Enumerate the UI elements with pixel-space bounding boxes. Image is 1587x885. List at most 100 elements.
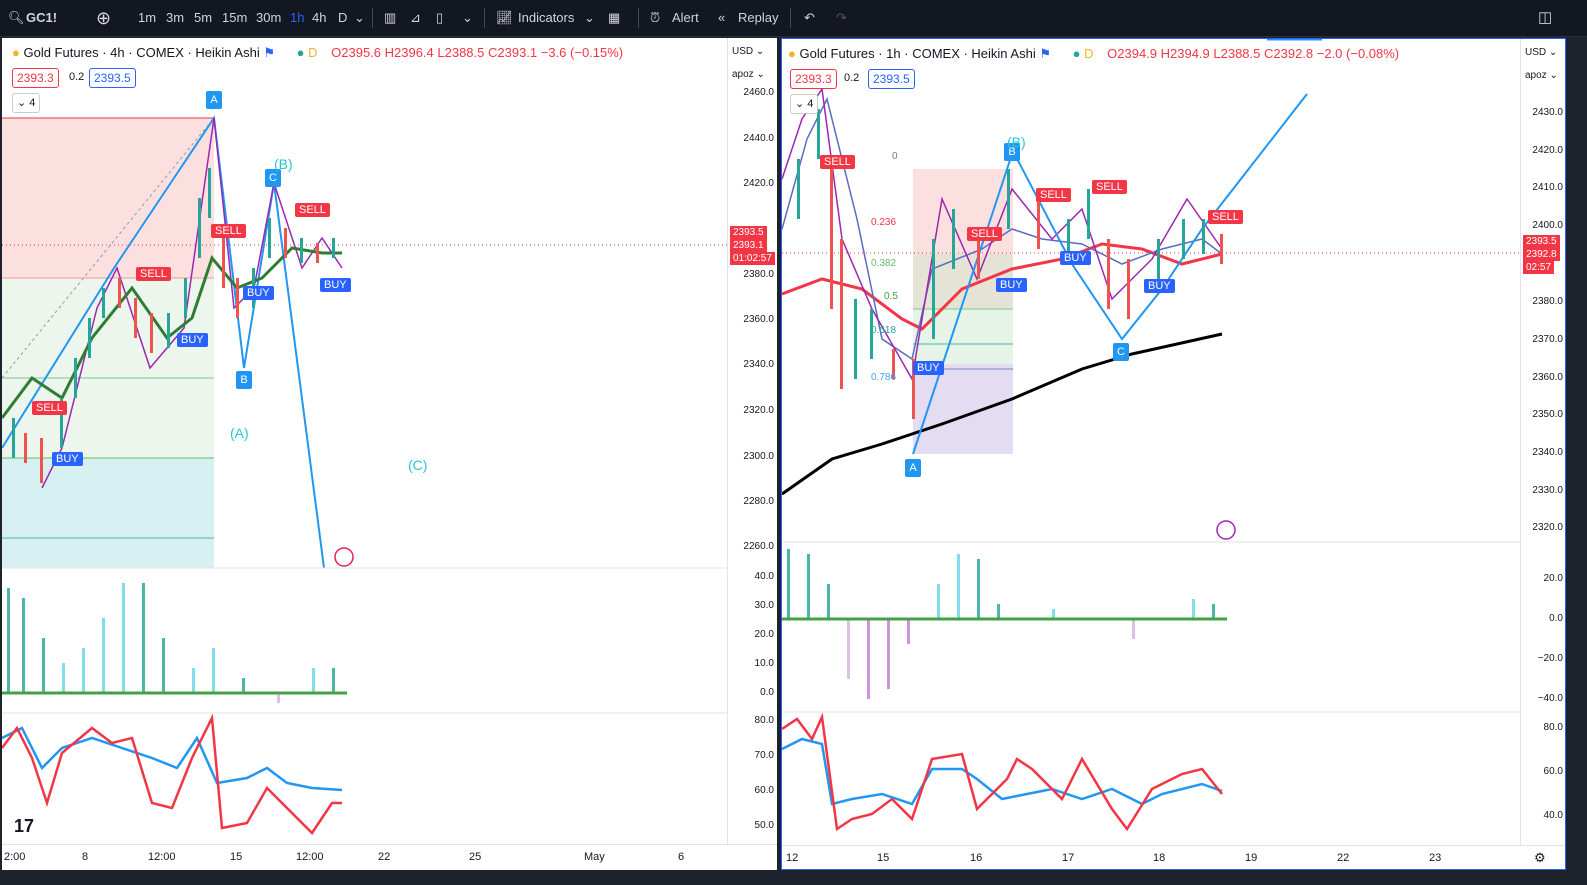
time-label: 12 [786,852,799,864]
wave-label-c[interactable]: C [1113,343,1129,361]
left-collapse-legend[interactable]: ⌄ 4 [12,93,41,113]
wave-label-c[interactable]: C [265,169,281,187]
left-currency-select[interactable]: USD ⌄ [732,46,765,57]
status-dot-icon: ● [296,45,305,60]
toolbar-divider [484,8,485,28]
indicators-dropdown-icon[interactable]: ⌄ [584,10,595,25]
toolbar-divider [372,8,373,28]
right-chart-pane[interactable]: ● Gold Futures · 1h · COMEX · Heikin Ash… [781,38,1566,870]
time-label: 15 [877,852,890,864]
price-tick: 2370.0 [1532,334,1563,345]
macd-tick: 0.0 [760,687,774,698]
price-tick: 2340.0 [743,359,774,370]
right-time-axis[interactable]: 12 15 16 17 18 19 22 23 ⚙ [782,845,1565,869]
price-tick: 2320.0 [1532,522,1563,533]
right-currency-select[interactable]: USD ⌄ [1525,47,1558,58]
wave-label-b[interactable]: B [236,371,252,389]
wave-label-a[interactable]: A [206,91,222,109]
chart-type-icon[interactable]: ⊿ [410,10,421,25]
price-tick: 2380.0 [743,269,774,280]
wave-label-a[interactable]: A [905,459,921,477]
left-time-axis[interactable]: 2:00 8 12:00 15 12:00 22 25 May 6 [2,844,777,870]
interval-dropdown-icon[interactable]: ⌄ [354,10,365,25]
indicators-icon[interactable]: 📈︎ [496,10,513,25]
wave-label-b-paren[interactable]: (B) [274,156,293,172]
status-dot-icon: ● [1072,46,1081,61]
macd-tick: 20.0 [1543,573,1563,584]
macd-tick: −40.0 [1537,693,1563,704]
currency-label: USD [732,46,754,57]
bar-chart-type-icon[interactable]: ▥ [384,10,397,25]
price-tick: 2280.0 [743,496,774,507]
left-scale-mode-select[interactable]: apoz ⌄ [732,69,765,80]
wave-label-a-paren[interactable]: (A) [230,425,249,441]
sell-signal: SELL [32,401,67,415]
layout-grid-icon[interactable]: ▦ [608,10,621,25]
right-chart-canvas[interactable] [782,39,1566,870]
macd-tick: 10.0 [754,658,774,669]
symbol-search-button[interactable]: GC1! [26,10,58,25]
interval-1h[interactable]: 1h [290,10,305,25]
wave-label-b[interactable]: B [1004,143,1020,161]
interval-4h[interactable]: 4h [312,10,327,25]
redo-icon[interactable]: ↷ [836,10,847,25]
indicators-button[interactable]: Indicators [518,10,575,25]
buy-signal: BUY [52,452,83,466]
fib-label: 0.786 [871,372,897,383]
price-tick: 2330.0 [1532,485,1563,496]
delayed-badge: D [308,45,318,60]
chart-type-dropdown-icon[interactable]: ⌄ [462,10,473,25]
wave-label-c-paren[interactable]: (C) [408,457,428,473]
left-chart-pane[interactable]: ● Gold Futures · 4h · COMEX · Heikin Ash… [2,38,777,870]
layout-toggle-icon[interactable]: ◫ [1538,9,1553,26]
interval-30m[interactable]: 30m [256,10,282,25]
right-collapse-legend[interactable]: ⌄ 4 [790,94,819,114]
price-tick: 2440.0 [743,133,774,144]
rsi-tick: 70.0 [754,750,774,761]
right-bid-chip[interactable]: 2393.3 [790,69,837,89]
rsi-line-blue [782,737,1223,806]
rsi-tick: 60.0 [754,785,774,796]
time-label: 22 [1337,852,1350,864]
time-label: 23 [1429,852,1442,864]
toolbar-divider [790,8,791,28]
price-tick: 2260.0 [743,541,774,552]
interval-5m[interactable]: 5m [194,10,213,25]
price-tick: 2400.0 [1532,220,1563,231]
flag-icon[interactable]: ⚑ [263,45,276,60]
settings-gear-icon[interactable]: ⚙ [1534,850,1546,865]
buy-signal: BUY [243,286,274,300]
wave-label-b-paren[interactable]: (B) [1007,134,1026,150]
right-chart-title[interactable]: Gold Futures · 1h · COMEX · Heikin Ashi [799,46,1036,61]
price-tick: 2430.0 [1532,107,1563,118]
interval-15m[interactable]: 15m [222,10,248,25]
alert-icon[interactable]: ⏰︎ [650,10,661,25]
time-label: 12:00 [148,851,176,863]
buy-signal: BUY [913,361,944,375]
left-chart-canvas[interactable] [2,38,777,870]
time-label: 12:00 [296,851,324,863]
rsi-line-red [782,712,1223,832]
replay-icon[interactable]: « [718,10,726,25]
interval-1m[interactable]: 1m [138,10,157,25]
add-symbol-icon[interactable]: ⊕ [96,8,112,28]
left-spread: 0.2 [69,71,85,83]
candle-type-icon[interactable]: ▯ [436,10,444,25]
undo-icon[interactable]: ↶ [804,10,815,25]
replay-button[interactable]: Replay [738,10,779,25]
left-price-axis[interactable]: USD ⌄ apoz ⌄ 2460.0 2440.0 2420.0 2380.0… [727,38,777,844]
left-chart-title[interactable]: Gold Futures · 4h · COMEX · Heikin Ashi [23,45,260,60]
left-ask-chip[interactable]: 2393.5 [89,68,136,88]
right-ask-chip[interactable]: 2393.5 [868,69,915,89]
search-icon[interactable]: 🔍︎ [8,10,25,25]
alert-button[interactable]: Alert [672,10,699,25]
interval-d[interactable]: D [338,10,348,25]
time-label: 22 [378,851,391,863]
left-bid-chip[interactable]: 2393.3 [12,68,59,88]
right-price-axis[interactable]: USD ⌄ apoz ⌄ 2430.0 2420.0 2410.0 2400.0… [1520,39,1565,845]
macd-tick: 0.0 [1549,613,1563,624]
interval-3m[interactable]: 3m [166,10,185,25]
right-scale-mode-select[interactable]: apoz ⌄ [1525,70,1558,81]
tradingview-logo-icon[interactable]: 17 [14,816,35,836]
flag-icon[interactable]: ⚑ [1039,46,1052,61]
